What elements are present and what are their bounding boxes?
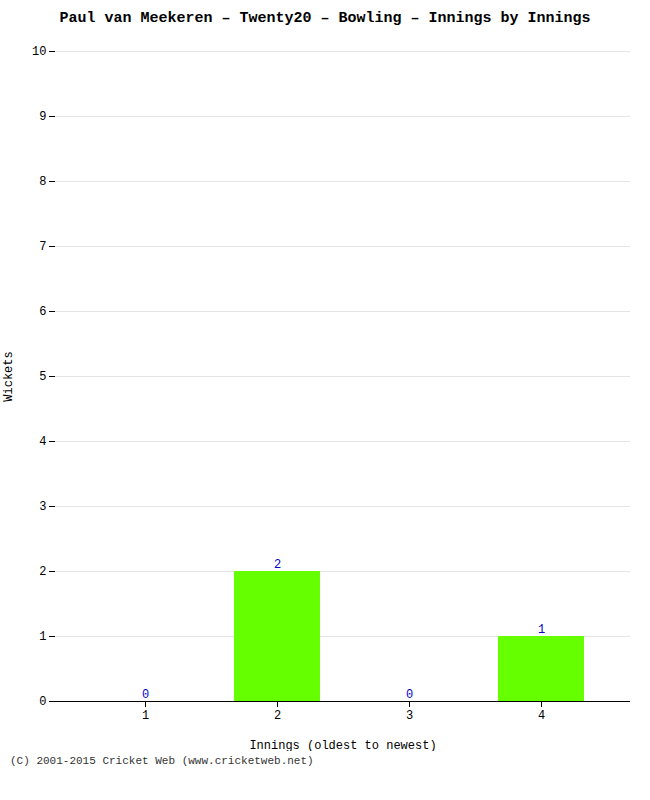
svg-text:5: 5 — [39, 370, 46, 384]
svg-text:8: 8 — [39, 175, 46, 189]
svg-text:Innings (oldest to newest): Innings (oldest to newest) — [249, 739, 436, 752]
svg-text:3: 3 — [39, 500, 46, 514]
svg-text:7: 7 — [39, 240, 46, 254]
svg-text:Wickets: Wickets — [2, 351, 16, 401]
svg-text:1: 1 — [39, 630, 46, 644]
svg-text:0: 0 — [406, 688, 413, 702]
svg-text:3: 3 — [406, 709, 413, 723]
svg-text:1: 1 — [142, 709, 149, 723]
svg-text:1: 1 — [538, 623, 545, 637]
html-text:(C) 2001-2015 Cricket Web (www: (C) 2001-2015 Cricket Web (www.cricketwe… — [10, 755, 314, 767]
svg-text:4: 4 — [39, 435, 46, 449]
svg-text:2: 2 — [39, 565, 46, 579]
svg-text:10: 10 — [32, 45, 46, 59]
svg-text:2: 2 — [274, 558, 281, 572]
svg-text:9: 9 — [39, 110, 46, 124]
svg-text:0: 0 — [39, 695, 46, 709]
svg-text:6: 6 — [39, 305, 46, 319]
svg-text:4: 4 — [538, 709, 545, 723]
svg-text:0: 0 — [142, 688, 149, 702]
svg-text:2: 2 — [274, 709, 281, 723]
html-text:Paul van Meekeren – Twenty20 –: Paul van Meekeren – Twenty20 – Bowling –… — [59, 10, 591, 27]
